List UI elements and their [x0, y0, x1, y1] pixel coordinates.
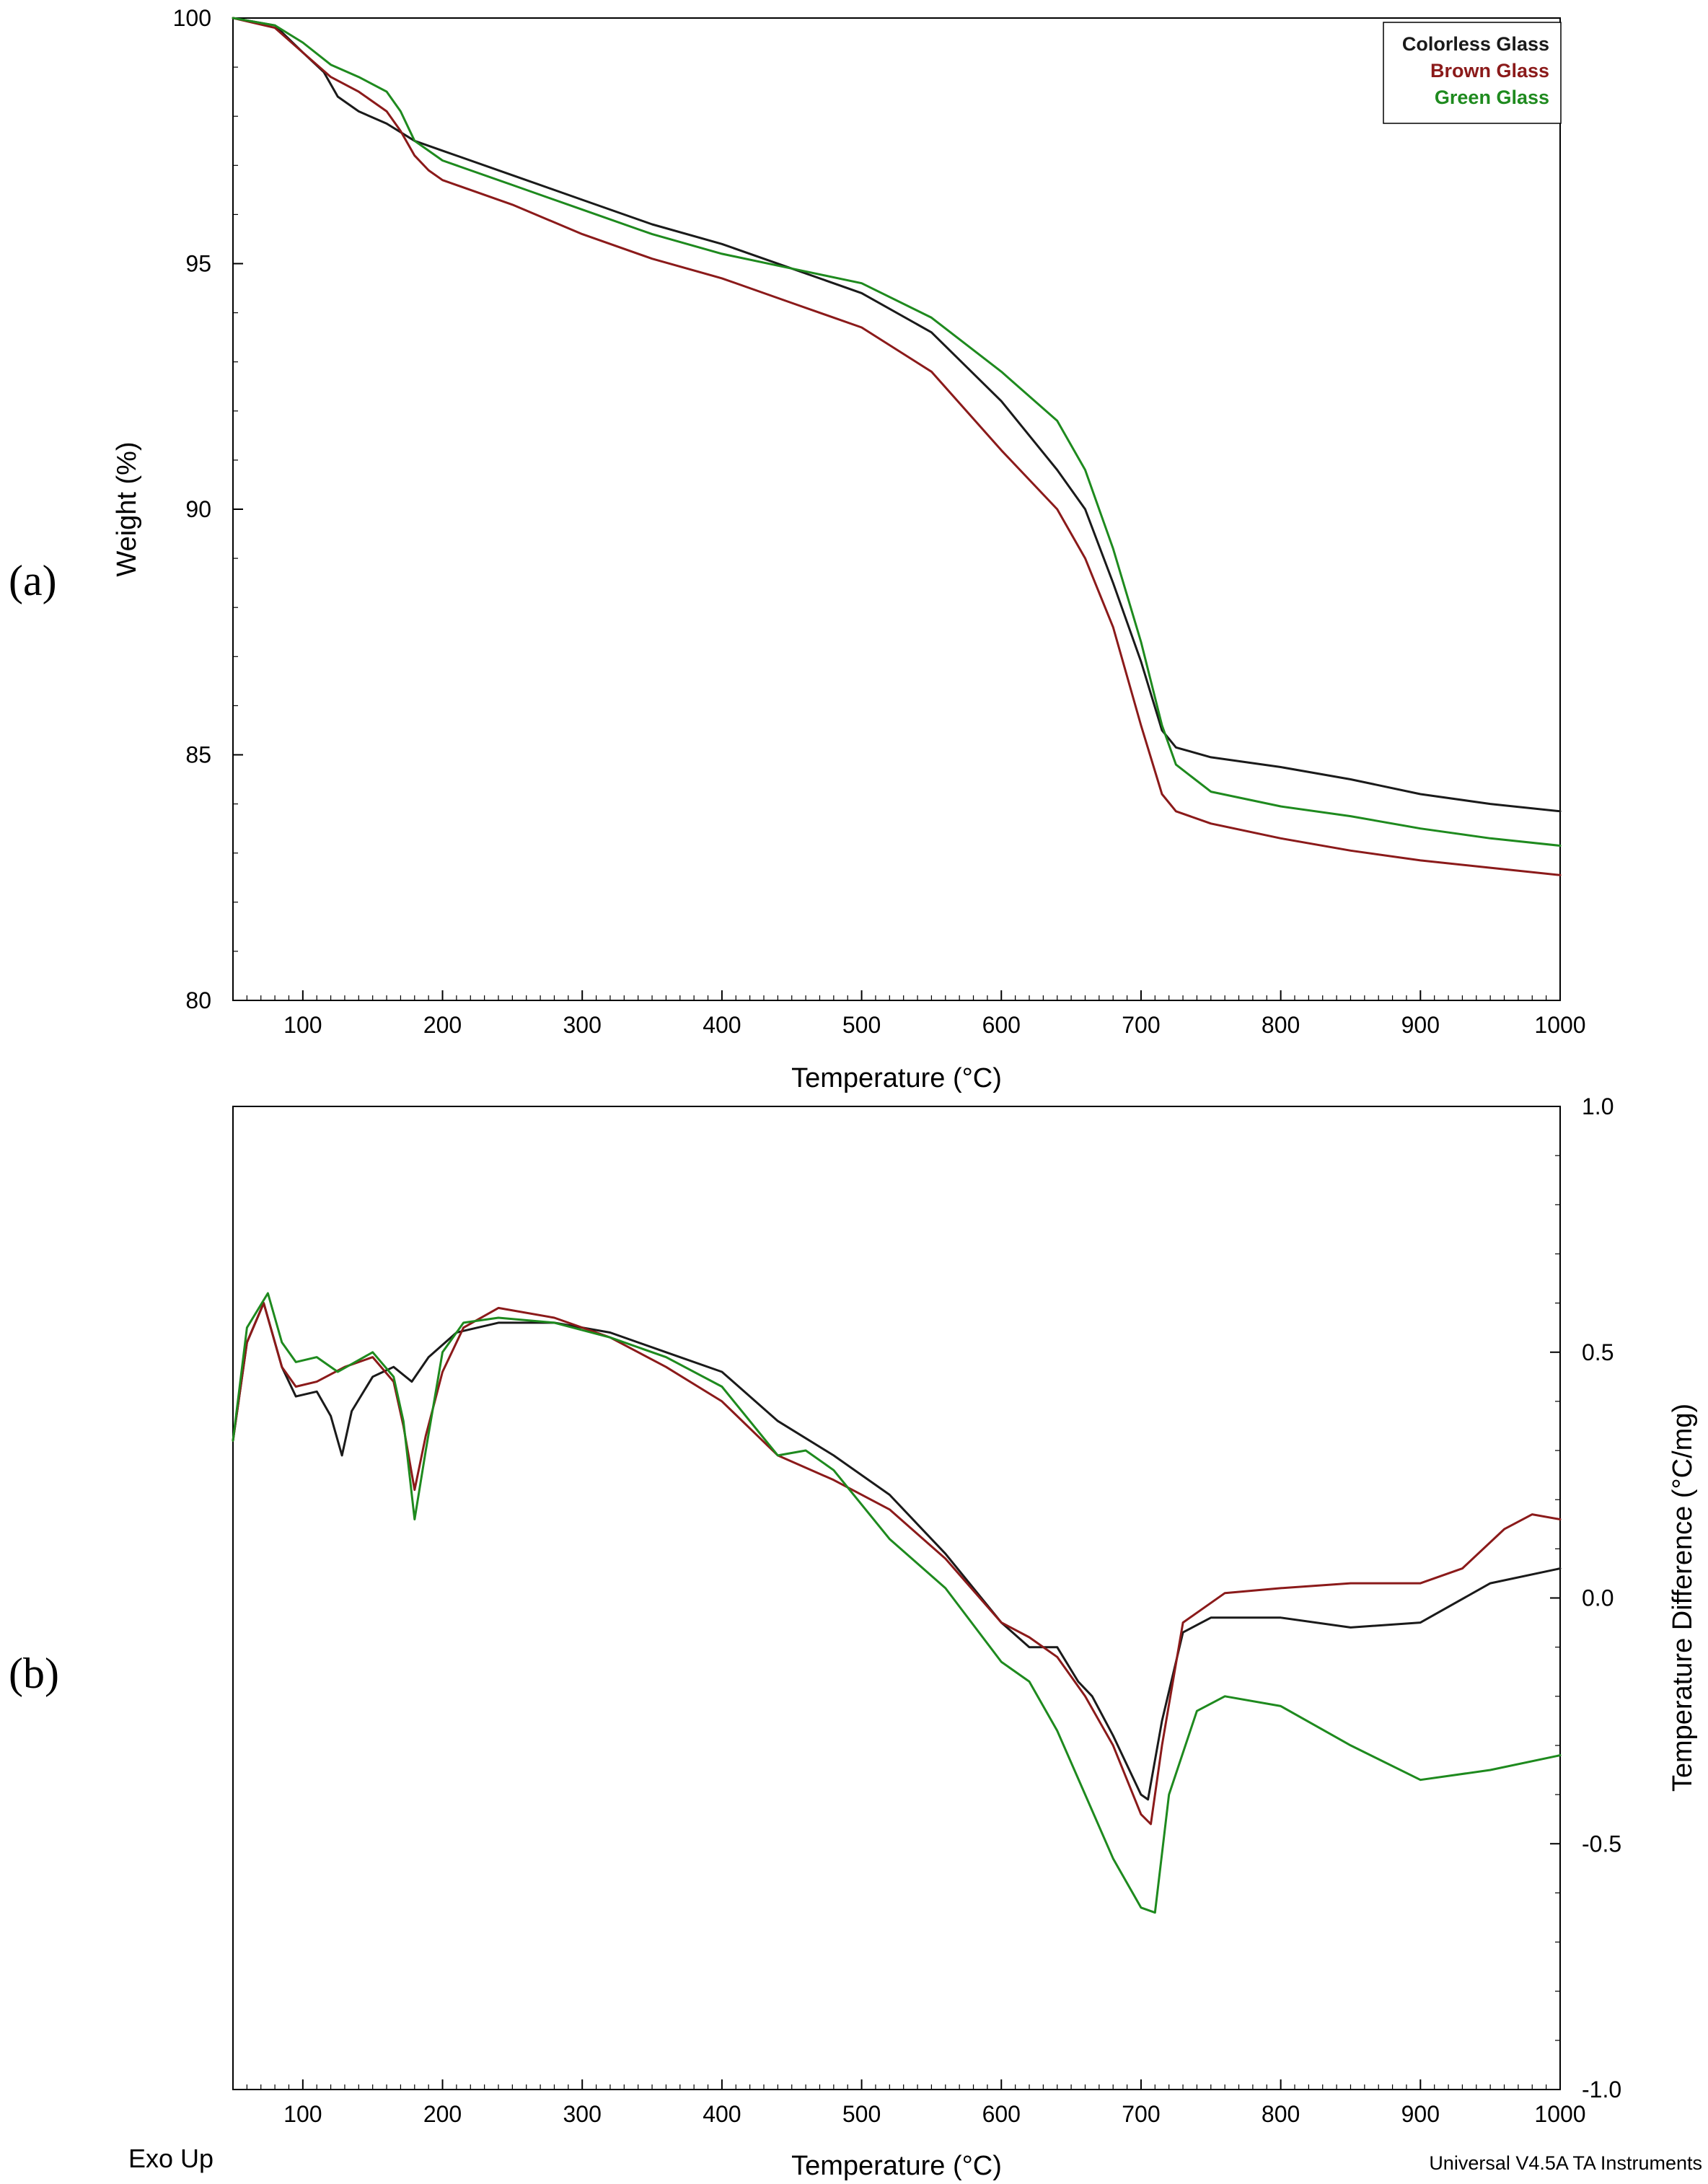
tga-x-ticks: 100 200 300 400 500 600 700 800 900 1000: [232, 990, 1586, 1038]
dta-y-ticks: -1.0 -0.5 0.0 0.5 1.0: [1550, 1093, 1621, 2102]
instrument-credit: Universal V4.5A TA Instruments: [1429, 2152, 1702, 2174]
dta-chart: 100 200 300 400 500 600 700 800 900 1000 -1.0 -0.5…: [232, 1093, 1698, 2181]
tga-series-brown-glass: [232, 17, 1562, 876]
tga-series-colorless-glass: [232, 17, 1562, 813]
dta-series-green-glass: [232, 1292, 1562, 1914]
panel-label-b: (b): [9, 1650, 59, 1697]
tga-y-tick-label: 100: [173, 5, 211, 31]
dta-x-tick-label: 300: [563, 2101, 602, 2127]
tga-y-ticks: 80 85 90 95 100: [173, 5, 243, 1013]
dta-x-tick-label: 500: [842, 2101, 881, 2127]
legend-box: [1383, 22, 1562, 124]
dta-y-tick-label: 0.5: [1582, 1339, 1614, 1365]
tga-x-tick-label: 400: [703, 1012, 741, 1038]
tga-x-tick-label: 1000: [1534, 1012, 1585, 1038]
dta-x-tick-label: 600: [982, 2101, 1021, 2127]
dta-y-tick-label: -0.5: [1582, 1831, 1621, 1857]
dta-x-ticks: 100 200 300 400 500 600 700 800 900 1000: [232, 2079, 1586, 2127]
tga-x-tick-label: 200: [423, 1012, 462, 1038]
dta-series-brown-glass: [232, 1302, 1562, 1826]
dta-series: [232, 1292, 1562, 1914]
dta-y-axis-title: Temperature Difference (°C/mg): [1668, 1404, 1698, 1792]
dta-x-tick-label: 700: [1122, 2101, 1160, 2127]
tga-x-tick-label: 800: [1262, 1012, 1300, 1038]
tga-series-green-glass: [232, 17, 1562, 847]
dta-y-tick-label: 0.0: [1582, 1585, 1614, 1611]
tga-y-tick-label: 80: [185, 987, 211, 1013]
legend-entry-green: Green Glass: [1435, 87, 1549, 108]
dta-x-tick-label: 1000: [1534, 2101, 1585, 2127]
tga-x-tick-label: 900: [1401, 1012, 1440, 1038]
tga-series: [232, 17, 1562, 876]
tga-x-tick-label: 300: [563, 1012, 602, 1038]
dta-x-axis-title: Temperature (°C): [791, 2151, 1002, 2181]
tga-x-tick-label: 700: [1122, 1012, 1160, 1038]
dta-y-tick-label: 1.0: [1582, 1093, 1614, 1119]
tga-y-axis-title: Weight (%): [112, 441, 142, 576]
dta-x-tick-label: 900: [1401, 2101, 1440, 2127]
tga-y-tick-label: 90: [185, 496, 211, 522]
dta-y-tick-label: -1.0: [1582, 2077, 1621, 2102]
legend-entry-colorless: Colorless Glass: [1402, 33, 1549, 55]
panel-label-a: (a): [9, 557, 57, 604]
tga-y-tick-label: 95: [185, 251, 211, 277]
dta-x-tick-label: 400: [703, 2101, 741, 2127]
tga-x-tick-label: 100: [283, 1012, 322, 1038]
tga-y-tick-label: 85: [185, 742, 211, 768]
tga-x-axis-title: Temperature (°C): [791, 1063, 1002, 1093]
dta-x-tick-label: 800: [1262, 2101, 1300, 2127]
legend-entry-brown: Brown Glass: [1430, 60, 1549, 82]
tga-x-tick-label: 500: [842, 1012, 881, 1038]
tga-chart: 100 200 300 400 500 600 700 800 900 1000 80 85 90 95…: [112, 5, 1586, 1093]
dta-x-tick-label: 100: [283, 2101, 322, 2127]
dta-x-tick-label: 200: [423, 2101, 462, 2127]
legend: Colorless Glass Brown Glass Green Glass: [1383, 22, 1562, 124]
tga-x-tick-label: 600: [982, 1012, 1021, 1038]
exo-up-label: Exo Up: [128, 2144, 214, 2173]
